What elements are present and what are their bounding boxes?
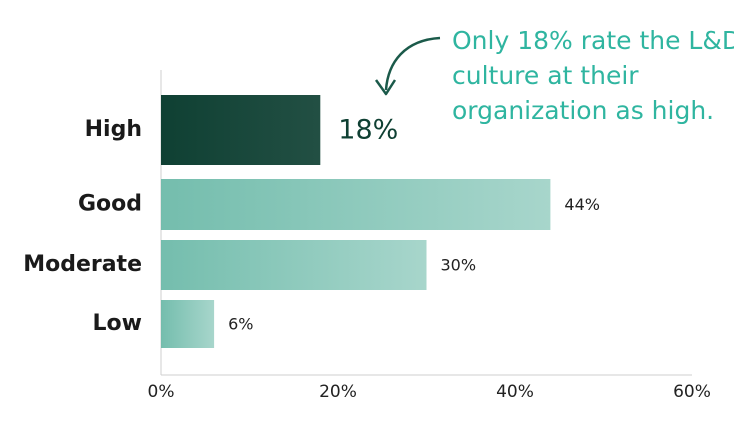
- category-label: High: [85, 117, 142, 142]
- annotation: organization as high.: [452, 96, 714, 125]
- category-label: Good: [78, 192, 142, 217]
- bar: [161, 240, 427, 290]
- category-label: Low: [93, 311, 142, 336]
- x-tick-label: 40%: [496, 382, 534, 402]
- value-label: 18%: [338, 115, 398, 146]
- annotation: culture at their: [452, 61, 639, 90]
- bar: [161, 95, 321, 165]
- value-label: 30%: [441, 256, 477, 275]
- x-tick-label: 20%: [319, 382, 357, 402]
- bar: [161, 179, 551, 230]
- annotation-arrow: [384, 36, 441, 91]
- category-label: Moderate: [23, 252, 142, 277]
- value-label: 6%: [228, 315, 253, 334]
- annotation-arrowhead: [374, 79, 397, 96]
- value-label: 44%: [564, 195, 600, 214]
- x-tick-label: 60%: [673, 382, 711, 402]
- annotation: Only 18% rate the L&D: [452, 26, 734, 55]
- x-tick-label: 0%: [148, 382, 175, 402]
- bar: [161, 300, 215, 348]
